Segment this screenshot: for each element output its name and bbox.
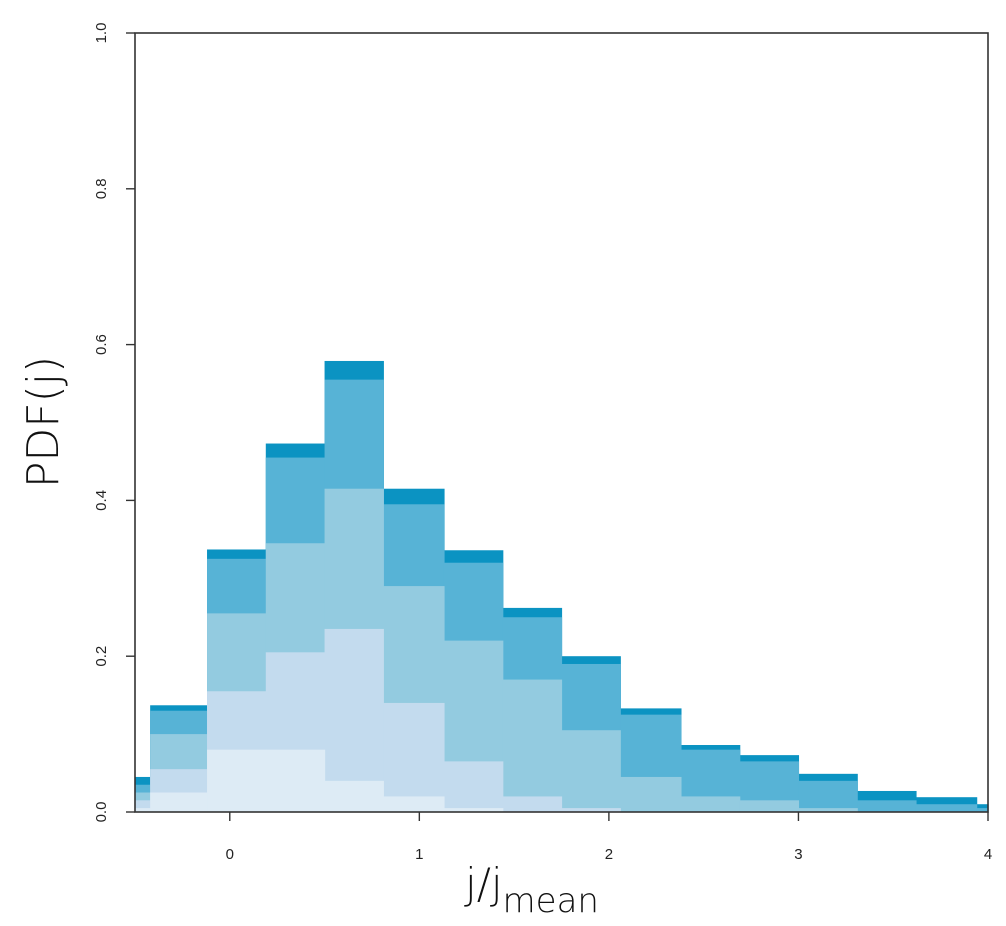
x-axis-ticks: 0 1 2 3 4	[226, 812, 992, 863]
x-tick-label: 0	[226, 846, 234, 863]
bar-layer-3-bin-15	[976, 808, 989, 812]
x-tick-label: 1	[415, 846, 423, 863]
bar-layer-1-bin-8	[561, 808, 621, 812]
x-axis-label: j/jmean	[464, 859, 599, 921]
x-axis-label-main: j/j	[464, 859, 503, 908]
bar-layer-2-bin-10	[680, 796, 741, 812]
x-tick-label: 2	[605, 846, 613, 863]
bar-layer-0-bin-0	[135, 808, 151, 812]
bar-layer-1-bin-0	[135, 800, 151, 812]
bar-layer-2-bin-9	[620, 776, 682, 812]
bar-layer-0-bin-2	[207, 749, 267, 812]
bar-layer-3-bin-12	[798, 780, 858, 812]
bar-layer-2-bin-7	[502, 679, 563, 812]
bar-layer-2-bin-12	[798, 808, 858, 812]
x-axis-label-subscript: mean	[503, 881, 599, 921]
bar-layer-0-bin-4	[324, 780, 384, 812]
bar-layer-0-bin-1	[150, 792, 208, 812]
y-axis-label: PDF(j)	[18, 356, 69, 488]
y-tick-label: 0.8	[93, 178, 110, 199]
y-tick-label: 0.2	[93, 646, 110, 667]
bar-layer-1-bin-7	[502, 796, 563, 812]
bars-layer	[135, 360, 989, 813]
y-tick-label: 0.4	[93, 490, 110, 511]
bar-layer-0-bin-6	[443, 808, 504, 812]
bar-layer-2-bin-8	[561, 730, 621, 812]
bar-layer-3-bin-13	[857, 800, 917, 812]
bar-layer-2-bin-11	[739, 800, 800, 812]
bar-layer-1-bin-5	[383, 702, 445, 812]
bar-layer-0-bin-5	[383, 796, 445, 812]
y-axis-ticks: 0.0 0.2 0.4 0.6 0.8 1.0	[93, 23, 135, 823]
y-tick-label: 0.6	[93, 334, 110, 355]
bar-layer-0-bin-3	[265, 749, 326, 812]
plot-frame	[134, 32, 989, 813]
y-tick-label: 0.0	[93, 802, 110, 823]
x-tick-label: 4	[984, 846, 992, 863]
x-tick-label: 3	[794, 846, 802, 863]
y-tick-label: 1.0	[93, 23, 110, 44]
bar-layer-1-bin-6	[443, 761, 504, 812]
bar-layer-4-bin-15	[976, 804, 989, 812]
bar-layer-3-bin-14	[915, 804, 978, 812]
